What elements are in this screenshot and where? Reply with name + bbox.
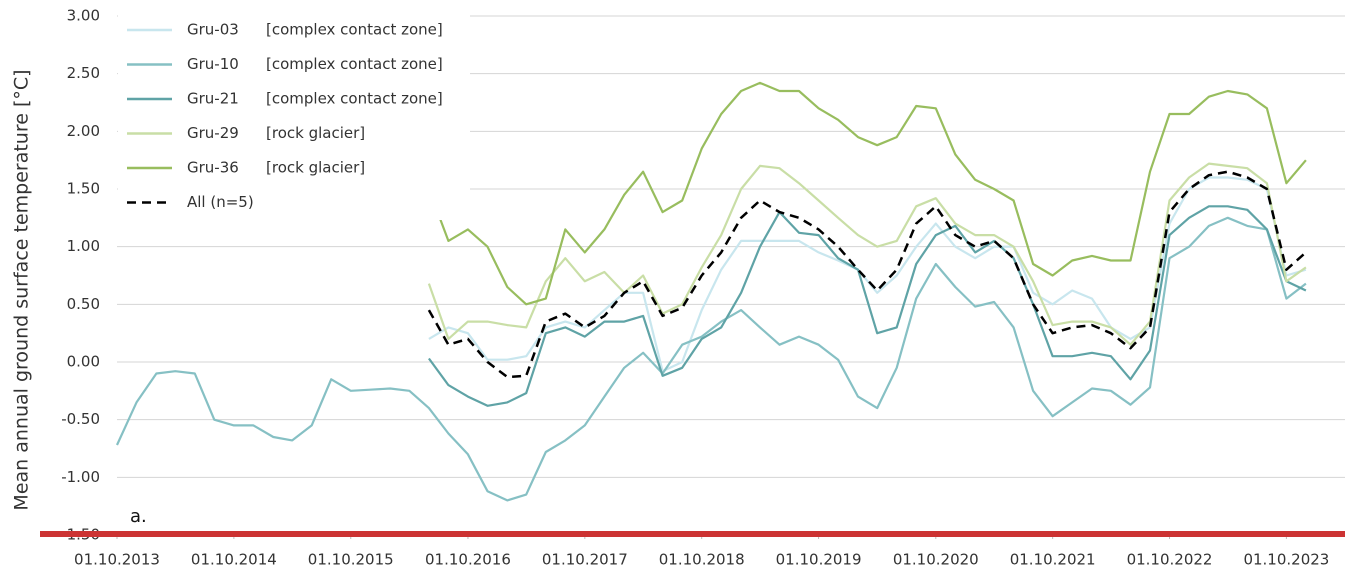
x-tick-label: 01.10.2020 — [893, 551, 979, 569]
y-tick-label: 1.50 — [67, 180, 100, 198]
legend-zone: [complex contact zone] — [266, 55, 443, 73]
x-tick-label: 01.10.2013 — [74, 551, 160, 569]
x-tick-label: 01.10.2023 — [1243, 551, 1329, 569]
y-tick-label: 2.50 — [67, 64, 100, 82]
series-line — [427, 162, 1307, 346]
y-axis-title: Mean annual ground surface temperature [… — [11, 69, 33, 510]
lines — [115, 81, 1307, 502]
legend: Gru-03 [complex contact zone] Gru-10 [compl… — [127, 21, 443, 211]
y-tick-label: -1.00 — [61, 468, 100, 486]
annotation: a. — [130, 506, 147, 527]
x-tick-label: 01.10.2021 — [1010, 551, 1096, 569]
series-line — [427, 170, 1307, 379]
y-tick-label: 3.00 — [67, 7, 100, 25]
y-tick-label: 1.00 — [67, 237, 100, 255]
legend-zone: [complex contact zone] — [266, 90, 443, 108]
legend-zone: [rock glacier] — [266, 159, 365, 177]
y-tick-label: 0.50 — [67, 295, 100, 313]
x-tick-label: 01.10.2015 — [308, 551, 394, 569]
y-tick-label: -0.50 — [61, 410, 100, 428]
legend-label: All (n=5) — [187, 193, 254, 211]
legend-zone: [rock glacier] — [266, 124, 365, 142]
legend-label: Gru-36 — [187, 159, 239, 177]
x-tick-label: 01.10.2018 — [659, 551, 745, 569]
y-tick-label: 0.00 — [67, 353, 100, 371]
x-tick-label: 01.10.2016 — [425, 551, 511, 569]
x-tick-label: 01.10.2019 — [776, 551, 862, 569]
legend-label: Gru-10 — [187, 55, 239, 73]
legend-label: Gru-21 — [187, 90, 239, 108]
series-line — [369, 81, 1307, 306]
x-tick-label: 01.10.2014 — [191, 551, 277, 569]
x-tick-label: 01.10.2017 — [542, 551, 628, 569]
legend-label: Gru-03 — [187, 21, 239, 39]
x-tick-label: 01.10.2022 — [1127, 551, 1213, 569]
series-line — [115, 216, 1307, 502]
grid: -1.50-1.00-0.500.000.501.001.502.002.503… — [61, 7, 1345, 569]
legend-box — [118, 10, 470, 220]
red-bar — [40, 531, 1345, 537]
legend-label: Gru-29 — [187, 124, 239, 142]
series-line — [428, 205, 1307, 407]
legend-zone: [complex contact zone] — [266, 21, 443, 39]
y-tick-label: 2.00 — [67, 122, 100, 140]
